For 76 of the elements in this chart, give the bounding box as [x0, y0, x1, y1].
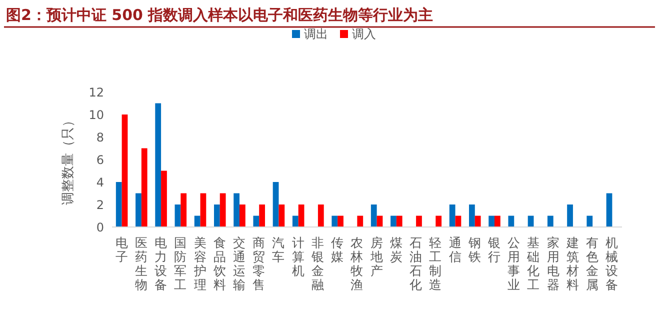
- bar: [586, 216, 593, 227]
- bar: [122, 114, 128, 227]
- bar: [469, 204, 475, 227]
- x-tick-label: 非银金融: [310, 235, 324, 292]
- bar: [136, 193, 142, 227]
- x-tick-label: 计算机: [292, 235, 305, 278]
- x-tick-label: 石油石化: [410, 235, 423, 292]
- y-axis-title: 调整数量（只）: [61, 114, 76, 205]
- x-tick-label: 汽车: [272, 235, 286, 264]
- bar: [332, 216, 338, 227]
- x-tick-label: 煤炭: [390, 235, 403, 264]
- x-tick-label: 基础化工: [526, 235, 540, 292]
- bar: [390, 216, 396, 227]
- bar: [396, 216, 402, 227]
- bar: [116, 182, 122, 227]
- bar: [292, 216, 298, 227]
- y-tick-label: 12: [88, 86, 104, 100]
- bar: [474, 216, 481, 227]
- y-tick-label: 10: [88, 108, 104, 122]
- x-tick-label: 国防军工: [174, 235, 188, 292]
- bar: [253, 216, 260, 227]
- bar: [220, 193, 226, 227]
- bar: [357, 216, 364, 227]
- x-tick-label: 传媒: [331, 235, 344, 264]
- x-tick-label: 公用事业: [508, 235, 521, 292]
- bar: [606, 193, 612, 227]
- x-tick-label: 有色金属: [586, 235, 600, 292]
- bar: [278, 204, 285, 227]
- chart-title: 图2：预计中证 500 指数调入样本以电子和医药生物等行业为主: [6, 6, 434, 24]
- x-tick-label: 交通运输: [233, 235, 246, 292]
- x-tick-label: 通信: [448, 235, 462, 264]
- bar: [338, 216, 344, 227]
- bar: [234, 193, 240, 227]
- bar: [567, 204, 573, 227]
- y-tick-label: 0: [96, 220, 104, 234]
- bar: [494, 216, 500, 227]
- bar: [318, 204, 324, 227]
- bar: [449, 204, 456, 227]
- x-tick-label: 农林牧渔: [350, 235, 364, 292]
- bar: [488, 216, 494, 227]
- bar: [194, 216, 200, 227]
- x-tick-label: 美容护理: [192, 235, 207, 292]
- x-tick-label: 电子: [115, 235, 128, 264]
- bar: [174, 204, 181, 227]
- x-tick-label: 家用电器: [546, 235, 560, 292]
- bar: [180, 193, 187, 227]
- x-tick-label: 钢铁: [467, 235, 482, 264]
- bar: [259, 204, 265, 227]
- x-tick-label: 商贸零售: [252, 235, 266, 292]
- bar: [240, 204, 246, 227]
- bar: [214, 204, 220, 227]
- y-tick-label: 6: [96, 153, 104, 167]
- bar: [141, 148, 148, 227]
- bar: [370, 204, 377, 227]
- x-tick-label: 建筑材料: [565, 235, 580, 292]
- bar: [298, 204, 304, 227]
- bar: [161, 170, 167, 227]
- x-tick-label: 银行: [487, 235, 501, 264]
- x-tick-label: 电力设备: [154, 235, 168, 292]
- bar: [155, 103, 162, 227]
- bar: [508, 216, 514, 227]
- bar: [200, 193, 206, 227]
- x-tick-label: 食品饮料: [212, 235, 226, 292]
- bar: [436, 216, 442, 227]
- y-tick-label: 2: [96, 198, 104, 212]
- bar: [272, 182, 279, 227]
- x-tick-label: 轻工制造: [429, 235, 442, 292]
- y-tick-label: 8: [96, 130, 104, 144]
- legend-label: 调入: [352, 27, 376, 41]
- legend-label: 调出: [304, 27, 328, 41]
- bar: [416, 216, 422, 227]
- y-tick-label: 4: [96, 176, 104, 190]
- x-tick-label: 机械设备: [606, 235, 619, 292]
- x-tick-label: 房地产: [369, 235, 384, 278]
- x-tick-label: 医药生物: [134, 235, 148, 292]
- bar: [547, 216, 554, 227]
